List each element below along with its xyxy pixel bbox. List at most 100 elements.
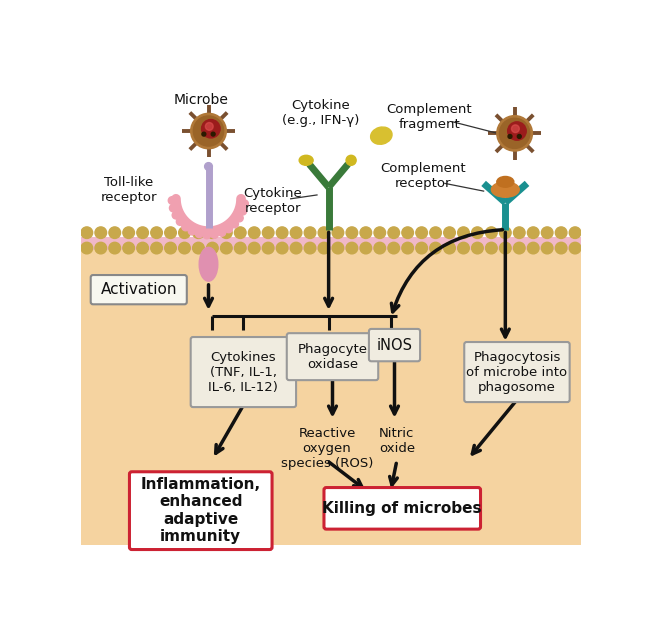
Text: Complement
receptor: Complement receptor <box>381 162 466 190</box>
Text: Toll-like
receptor: Toll-like receptor <box>101 176 157 203</box>
Circle shape <box>430 227 441 238</box>
Circle shape <box>388 227 399 238</box>
Circle shape <box>458 243 470 254</box>
Circle shape <box>458 227 470 238</box>
Circle shape <box>430 243 441 254</box>
Circle shape <box>123 227 135 238</box>
Circle shape <box>276 227 288 238</box>
Circle shape <box>194 116 224 146</box>
Circle shape <box>182 223 190 231</box>
Ellipse shape <box>371 127 392 144</box>
Ellipse shape <box>497 176 514 187</box>
Text: Cytokines
(TNF, IL-1,
IL-6, IL-12): Cytokines (TNF, IL-1, IL-6, IL-12) <box>208 350 278 394</box>
Circle shape <box>205 122 213 130</box>
Circle shape <box>248 243 260 254</box>
Circle shape <box>276 243 288 254</box>
Circle shape <box>499 118 530 149</box>
Text: Cytokine
(e.g., IFN-γ): Cytokine (e.g., IFN-γ) <box>283 98 359 127</box>
Circle shape <box>360 227 372 238</box>
Circle shape <box>263 243 274 254</box>
Circle shape <box>346 227 358 238</box>
Circle shape <box>541 227 553 238</box>
Circle shape <box>231 220 239 228</box>
Circle shape <box>241 200 248 208</box>
Bar <box>81 546 580 561</box>
Circle shape <box>486 227 497 238</box>
Circle shape <box>290 227 302 238</box>
Circle shape <box>211 132 215 136</box>
Circle shape <box>239 207 246 215</box>
Text: Microbe: Microbe <box>174 93 228 106</box>
Ellipse shape <box>491 182 519 197</box>
Circle shape <box>511 125 519 133</box>
Circle shape <box>318 243 330 254</box>
Circle shape <box>486 243 497 254</box>
Circle shape <box>195 230 203 238</box>
FancyBboxPatch shape <box>324 488 481 529</box>
Circle shape <box>290 243 302 254</box>
Circle shape <box>201 120 220 138</box>
Bar <box>81 238 580 561</box>
Circle shape <box>188 227 196 235</box>
Circle shape <box>402 227 413 238</box>
FancyBboxPatch shape <box>287 333 378 380</box>
Circle shape <box>346 243 358 254</box>
Circle shape <box>416 227 428 238</box>
FancyBboxPatch shape <box>191 337 296 407</box>
Circle shape <box>263 227 274 238</box>
Circle shape <box>318 227 330 238</box>
Circle shape <box>388 243 399 254</box>
Circle shape <box>374 227 386 238</box>
Circle shape <box>179 243 190 254</box>
Circle shape <box>221 227 232 238</box>
Text: Cytokine
receptor: Cytokine receptor <box>243 187 303 215</box>
Circle shape <box>204 163 212 170</box>
Bar <box>81 76 580 238</box>
Circle shape <box>374 243 386 254</box>
Circle shape <box>81 227 93 238</box>
Circle shape <box>137 243 148 254</box>
Circle shape <box>206 227 218 238</box>
Text: Complement
fragment: Complement fragment <box>386 103 472 130</box>
Circle shape <box>95 227 106 238</box>
Bar <box>81 238 580 249</box>
FancyBboxPatch shape <box>91 275 187 304</box>
Circle shape <box>151 227 163 238</box>
Text: Phagocyte
oxidase: Phagocyte oxidase <box>297 343 368 370</box>
Circle shape <box>508 122 526 140</box>
Text: Killing of microbes: Killing of microbes <box>322 501 482 516</box>
Circle shape <box>211 231 219 238</box>
Circle shape <box>151 243 163 254</box>
Circle shape <box>416 243 428 254</box>
Circle shape <box>402 243 413 254</box>
Circle shape <box>179 227 190 238</box>
Circle shape <box>137 227 148 238</box>
Circle shape <box>168 197 176 204</box>
Text: Activation: Activation <box>101 282 177 297</box>
Text: Reactive
oxygen
species (ROS): Reactive oxygen species (ROS) <box>281 427 373 470</box>
Circle shape <box>444 227 455 238</box>
Circle shape <box>570 243 581 254</box>
Circle shape <box>235 214 243 222</box>
Circle shape <box>191 113 226 149</box>
Circle shape <box>499 243 511 254</box>
Circle shape <box>517 135 521 139</box>
Circle shape <box>193 227 204 238</box>
FancyBboxPatch shape <box>464 342 570 402</box>
Circle shape <box>235 243 246 254</box>
Circle shape <box>176 218 184 226</box>
Circle shape <box>170 204 177 212</box>
Circle shape <box>332 227 344 238</box>
Circle shape <box>499 227 511 238</box>
Circle shape <box>570 227 581 238</box>
Ellipse shape <box>199 248 218 281</box>
Text: Nitric
oxide: Nitric oxide <box>379 427 415 455</box>
Circle shape <box>221 243 232 254</box>
Circle shape <box>555 227 567 238</box>
Circle shape <box>528 243 539 254</box>
Circle shape <box>164 227 176 238</box>
Circle shape <box>123 243 135 254</box>
FancyBboxPatch shape <box>369 329 420 361</box>
Circle shape <box>541 243 553 254</box>
Circle shape <box>471 243 483 254</box>
